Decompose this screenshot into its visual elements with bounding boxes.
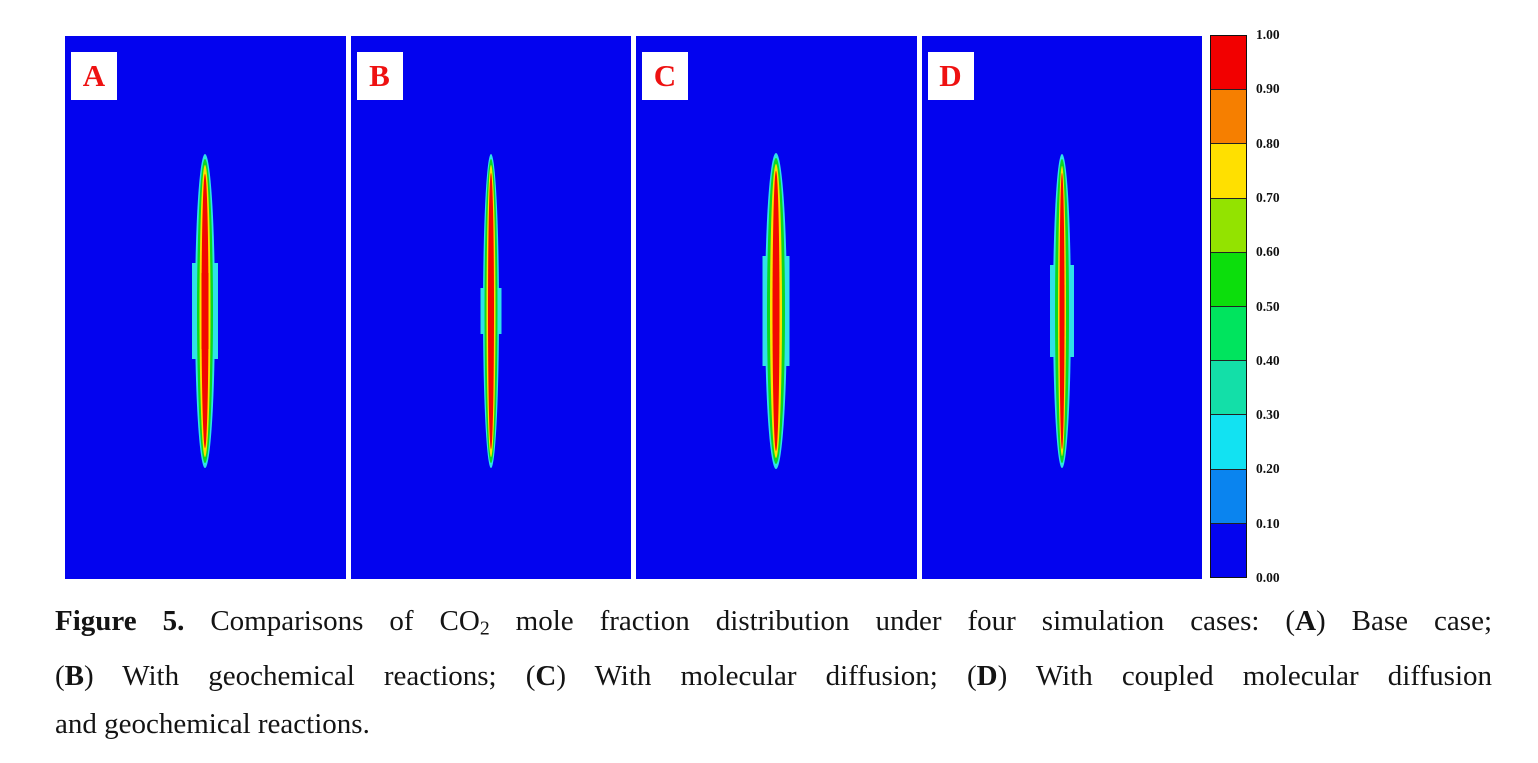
panel-d: D [921, 36, 1202, 579]
co2-plume-d [1049, 154, 1074, 468]
colorbar-segment [1211, 306, 1246, 361]
caption-text-segment: Figure 5. [55, 605, 185, 637]
panel-c: C [636, 36, 917, 579]
colorbar-segment [1211, 468, 1246, 523]
colorbar-segment [1211, 522, 1246, 578]
caption-text-segment: ) With molecular diffusion; ( [556, 660, 977, 693]
colorbar-tick-label: 0.70 [1256, 189, 1280, 205]
panel-d-label: D [939, 58, 962, 93]
caption-text-segment: and geochemical reactions. [55, 708, 370, 741]
colorbar-tick-label: 0.00 [1256, 570, 1280, 585]
caption-text-segment: B [64, 660, 85, 693]
caption-text-segment: ) Base case; [1316, 605, 1492, 637]
panel-c-label-box: C [642, 52, 688, 100]
colorbar-tick-label: 0.20 [1256, 461, 1280, 477]
panel-a-label-box: A [71, 52, 117, 100]
colorbar-tick-label: 0.60 [1256, 244, 1280, 260]
co2-plume-c [762, 153, 790, 469]
caption-line: (B) With geochemical reactions; (C) With… [55, 652, 1492, 700]
caption-text-segment: mole fraction distribution under four si… [489, 605, 1296, 637]
caption-text-segment: Comparisons of CO [184, 605, 480, 637]
caption-text-segment: A [1295, 605, 1317, 637]
colorbar-tick-label: 0.30 [1256, 407, 1280, 423]
caption-line: Figure 5. Comparisons of CO2 mole fracti… [55, 597, 1492, 652]
colorbar-segment [1211, 89, 1246, 144]
caption-text-segment: 2 [479, 617, 490, 640]
panel-d-label-box: D [927, 52, 974, 100]
figure-caption: Figure 5. Comparisons of CO2 mole fracti… [55, 597, 1492, 748]
colorbar-tick-labels: 1.00 0.90 0.80 0.70 0.60 0.50 0.40 0.30 0.20 0.10… [1256, 27, 1316, 585]
colorbar-tick-label: 1.00 [1256, 27, 1280, 42]
colorbar-segment [1211, 414, 1246, 469]
colorbar-tick-label: 0.10 [1256, 515, 1280, 531]
colorbar-segment [1211, 36, 1246, 90]
co2-plume-b [480, 154, 502, 468]
colorbar-segment [1211, 143, 1246, 198]
caption-text-segment: C [535, 660, 557, 693]
colorbar-segment [1211, 197, 1246, 252]
panel-a: A [65, 36, 346, 579]
colorbar-tick-label: 0.50 [1256, 298, 1280, 314]
caption-text-segment: D [976, 660, 998, 693]
caption-text-segment: ) With coupled molecular diffusion [997, 660, 1492, 693]
colorbar-segment [1211, 251, 1246, 307]
panel-c-label: C [653, 58, 677, 93]
panel-a-label: A [82, 58, 106, 93]
co2-plume-a [192, 154, 219, 468]
colorbar-segment [1211, 360, 1246, 415]
colorbar [1210, 35, 1247, 578]
panel-b-label: B [369, 58, 390, 93]
colorbar-tick-label: 0.40 [1256, 352, 1280, 368]
colorbar-tick-label: 0.90 [1256, 81, 1280, 97]
caption-text-segment: ( [55, 660, 65, 693]
panel-b-label-box: B [356, 52, 403, 100]
panel-b: B [350, 36, 631, 579]
caption-text-segment: ) With geochemical reactions; ( [84, 660, 536, 693]
panel-row: A B C D [65, 36, 1202, 579]
colorbar-tick-label: 0.80 [1256, 135, 1280, 151]
caption-line: and geochemical reactions. [55, 700, 1492, 748]
